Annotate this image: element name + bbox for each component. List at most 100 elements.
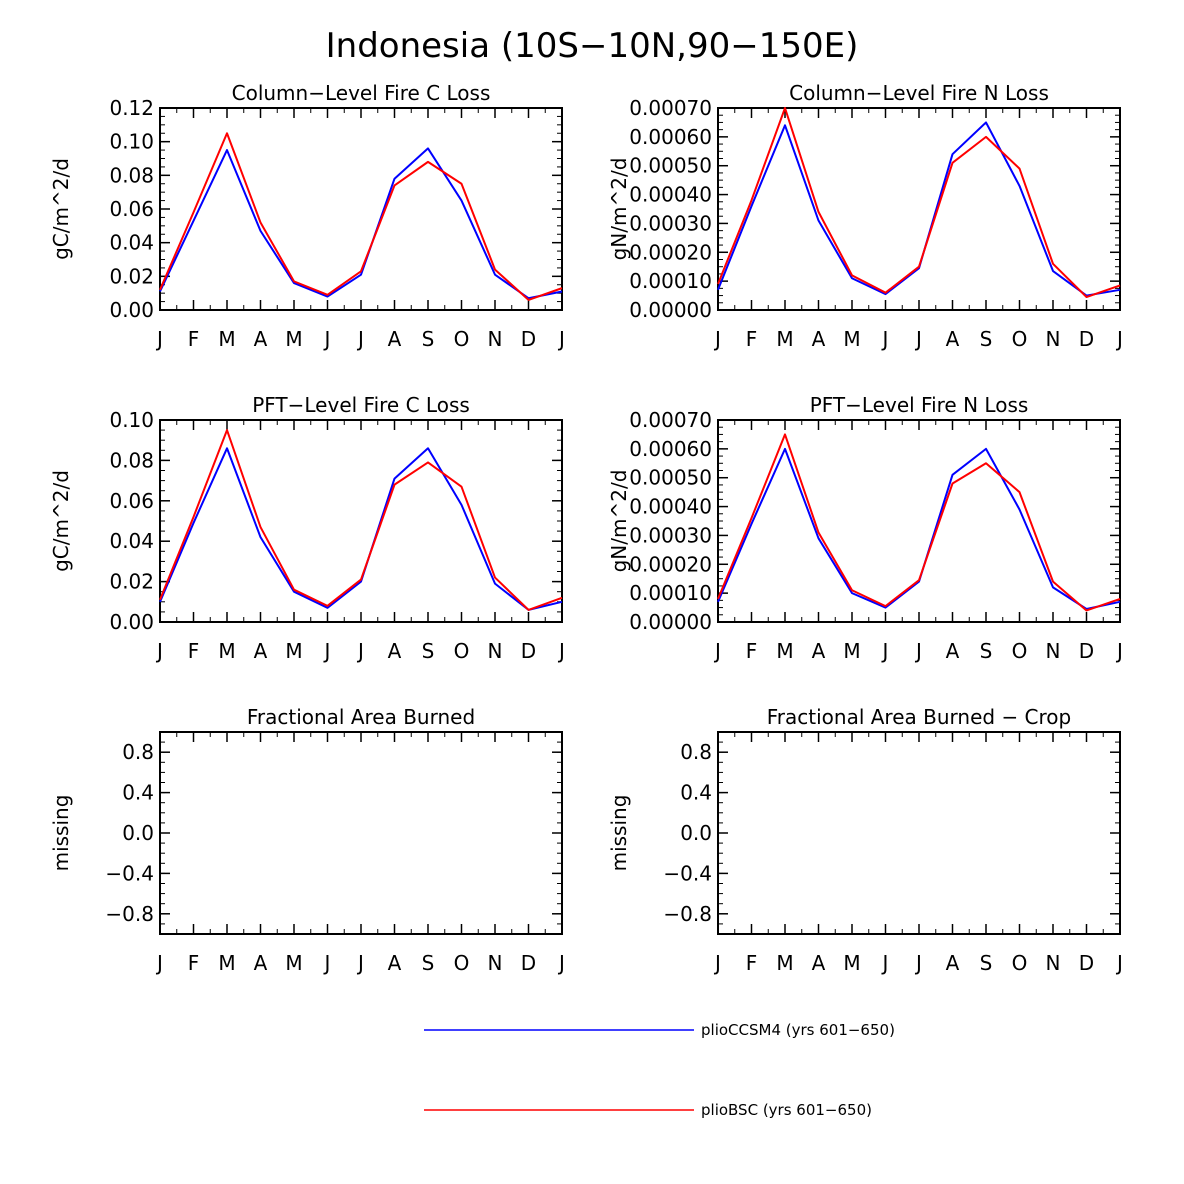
x-tick-label: N <box>488 327 503 351</box>
series-line-1 <box>717 447 1121 611</box>
x-tick-label: J <box>1115 951 1123 975</box>
x-tick-label: S <box>422 639 435 663</box>
x-tick-label: J <box>356 639 364 663</box>
x-tick-label: J <box>356 327 364 351</box>
x-tick-label: J <box>914 639 922 663</box>
x-tick-label: J <box>881 639 889 663</box>
y-tick-label: 0.06 <box>109 489 154 513</box>
x-tick-label: J <box>155 327 163 351</box>
x-tick-label: J <box>713 951 721 975</box>
figure-title: Indonesia (10S−10N,90−150E) <box>326 26 859 66</box>
x-tick-label: O <box>1012 327 1028 351</box>
x-tick-label: D <box>1079 639 1094 663</box>
y-tick-label: 0.00030 <box>629 211 712 235</box>
y-tick-label: 0.00040 <box>629 495 712 519</box>
x-tick-label: D <box>521 639 536 663</box>
x-tick-label: D <box>521 327 536 351</box>
y-tick-label: 0.10 <box>109 408 154 432</box>
x-tick-label: M <box>218 951 235 975</box>
x-tick-label: A <box>254 327 268 351</box>
x-tick-label: O <box>1012 951 1028 975</box>
y-tick-label: 0.08 <box>109 448 154 472</box>
y-axis-label: gC/m^2/d <box>49 470 73 572</box>
x-tick-label: A <box>388 951 402 975</box>
panel-title: PFT−Level Fire N Loss <box>810 393 1029 417</box>
panel-title: PFT−Level Fire C Loss <box>252 393 470 417</box>
y-tick-label: 0.8 <box>122 740 154 764</box>
y-tick-label: 0.00070 <box>629 96 712 120</box>
series-line-1 <box>159 447 563 611</box>
x-tick-label: M <box>843 951 860 975</box>
y-tick-label: −0.8 <box>663 902 712 926</box>
x-tick-label: M <box>218 327 235 351</box>
series-line-2 <box>159 132 563 301</box>
panel-title: Fractional Area Burned <box>247 705 475 729</box>
y-axis-label: gN/m^2/d <box>607 470 631 573</box>
x-tick-label: J <box>323 327 331 351</box>
series-line-2 <box>717 433 1121 612</box>
x-tick-label: J <box>155 639 163 663</box>
series-line-1 <box>717 121 1121 297</box>
y-tick-label: 0.00 <box>109 298 154 322</box>
y-tick-label: 0.00050 <box>629 154 712 178</box>
y-tick-label: −0.8 <box>105 902 154 926</box>
x-tick-label: S <box>980 639 993 663</box>
x-tick-label: J <box>881 327 889 351</box>
x-tick-label: A <box>388 639 402 663</box>
x-tick-label: J <box>356 951 364 975</box>
x-tick-label: F <box>188 951 200 975</box>
y-tick-label: 0.8 <box>680 740 712 764</box>
x-tick-label: O <box>1012 639 1028 663</box>
y-tick-label: 0.0 <box>122 821 154 845</box>
x-tick-label: N <box>488 951 503 975</box>
x-tick-label: N <box>1046 327 1061 351</box>
x-tick-label: S <box>980 951 993 975</box>
x-tick-label: F <box>188 327 200 351</box>
x-tick-label: A <box>254 639 268 663</box>
x-tick-label: A <box>946 327 960 351</box>
y-tick-label: 0.4 <box>680 781 712 805</box>
x-tick-label: A <box>812 639 826 663</box>
x-tick-label: S <box>980 327 993 351</box>
x-tick-label: J <box>713 327 721 351</box>
x-tick-label: J <box>1115 639 1123 663</box>
x-tick-label: M <box>285 327 302 351</box>
y-tick-label: 0.00020 <box>629 240 712 264</box>
x-tick-label: J <box>914 951 922 975</box>
y-tick-label: 0.00020 <box>629 552 712 576</box>
y-tick-label: 0.00060 <box>629 437 712 461</box>
x-tick-label: F <box>746 639 758 663</box>
x-tick-label: D <box>521 951 536 975</box>
panel-title: Fractional Area Burned − Crop <box>767 705 1071 729</box>
y-tick-label: −0.4 <box>105 861 154 885</box>
x-tick-label: M <box>285 951 302 975</box>
y-tick-label: 0.02 <box>109 264 154 288</box>
y-tick-label: 0.4 <box>122 781 154 805</box>
y-tick-label: 0.00010 <box>629 581 712 605</box>
x-tick-label: F <box>188 639 200 663</box>
y-tick-label: 0.12 <box>109 96 154 120</box>
series-line-1 <box>159 147 563 300</box>
y-tick-label: 0.00050 <box>629 466 712 490</box>
y-tick-label: 0.00000 <box>629 298 712 322</box>
y-tick-label: 0.04 <box>109 231 154 255</box>
x-tick-label: A <box>812 327 826 351</box>
x-tick-label: M <box>218 639 235 663</box>
x-tick-label: J <box>713 639 721 663</box>
x-tick-label: M <box>776 639 793 663</box>
x-tick-label: O <box>454 327 470 351</box>
panel-title: Column−Level Fire C Loss <box>232 81 491 105</box>
x-tick-label: N <box>488 639 503 663</box>
y-axis-label: missing <box>49 795 73 872</box>
y-axis-label: gN/m^2/d <box>607 158 631 261</box>
x-tick-label: M <box>843 327 860 351</box>
x-tick-label: O <box>454 639 470 663</box>
series-line-2 <box>159 429 563 611</box>
x-tick-label: A <box>946 639 960 663</box>
x-tick-label: M <box>776 327 793 351</box>
